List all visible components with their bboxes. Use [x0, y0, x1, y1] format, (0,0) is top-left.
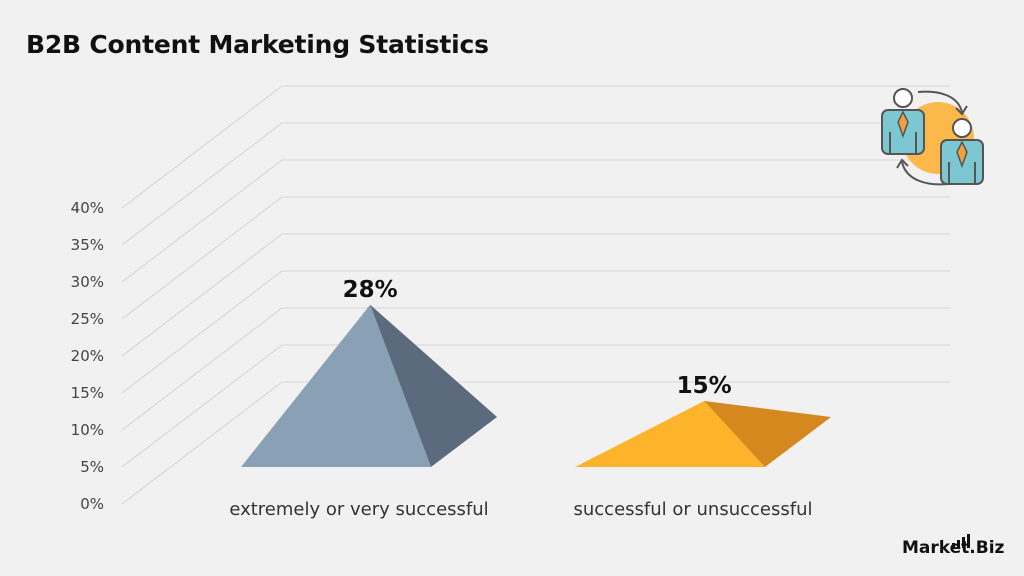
bars-layer: [241, 304, 831, 467]
bar-side-face: [704, 401, 831, 467]
grid-layer: [121, 85, 950, 505]
signal-bars-icon: [952, 534, 970, 548]
category-label: extremely or very successful: [229, 499, 488, 520]
bar-value-label: 15%: [677, 373, 732, 399]
bar-side-face: [370, 304, 497, 467]
grid-diagonal: [121, 270, 283, 394]
grid-diagonal: [121, 122, 283, 246]
bar-value-label: 28%: [343, 277, 398, 303]
business-people-exchange-icon: [881, 88, 984, 186]
y-tick-label: 10%: [71, 421, 104, 439]
category-label: successful or unsuccessful: [574, 499, 813, 520]
y-tick-label: 35%: [71, 236, 104, 254]
grid-diagonal: [121, 307, 283, 431]
chart-title: B2B Content Marketing Statistics: [26, 30, 489, 59]
labels-layer: 28% extremely or very successful 15% succes…: [229, 277, 812, 520]
bar-front-face: [241, 304, 431, 467]
brand-logo: Market.Biz: [902, 538, 1005, 558]
y-tick-label: 40%: [71, 199, 104, 217]
y-tick-label: 30%: [71, 273, 104, 291]
grid-diagonal: [121, 344, 283, 468]
grid-diagonal: [121, 85, 283, 209]
y-tick-label: 5%: [80, 458, 104, 476]
grid-diagonal: [121, 196, 283, 320]
grid-diagonal: [121, 159, 283, 283]
y-tick-label: 0%: [80, 495, 104, 513]
y-tick-label: 15%: [71, 384, 104, 402]
bar-front-face: [575, 401, 765, 467]
y-tick-label: 25%: [71, 310, 104, 328]
grid-diagonal: [121, 233, 283, 357]
y-axis: 0% 5% 10% 15% 20% 25% 30% 35% 40%: [71, 199, 104, 513]
grid-diagonal: [121, 381, 283, 505]
y-tick-label: 20%: [71, 347, 104, 365]
